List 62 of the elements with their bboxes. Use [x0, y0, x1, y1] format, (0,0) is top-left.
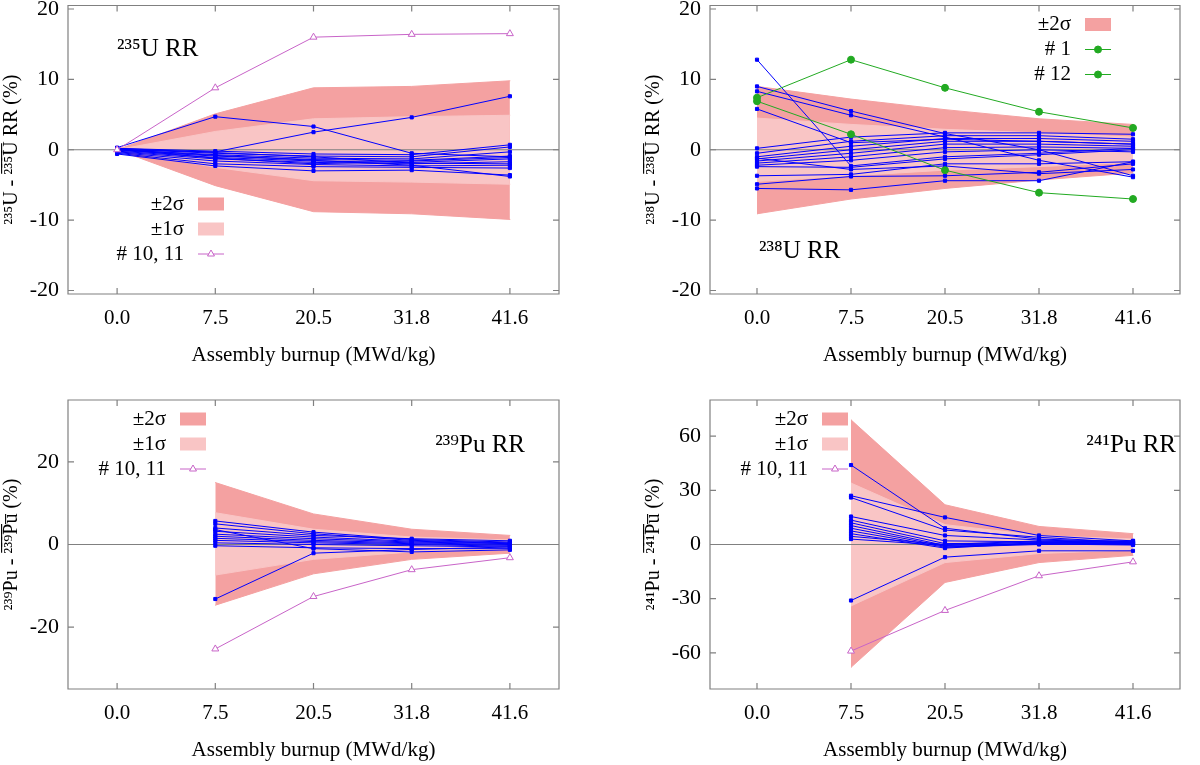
x-tick-label: 31.8 — [1020, 305, 1058, 330]
x-tick-label: 20.5 — [295, 700, 332, 725]
y-tick-label: 0 — [690, 135, 701, 161]
legend-label: ±2σ — [1037, 11, 1071, 36]
x-tick-label: 20.5 — [926, 700, 964, 725]
x-axis-title: Assembly burnup (MWd/kg) — [823, 736, 1067, 761]
legend-label: ±2σ — [774, 405, 808, 430]
y-tick-label: 0 — [48, 135, 59, 161]
y-axis-title: ²³⁹Pu - ²̅³̅⁹̅P̅u̅ (%) — [0, 478, 23, 611]
x-tick-label: 0.0 — [103, 305, 131, 330]
x-tick-label: 31.8 — [1020, 700, 1058, 725]
y-axis-title: ²³⁵U - ²̅³̅⁵̅U̅ RR (%) — [0, 74, 23, 225]
legend-label: ±1σ — [132, 430, 166, 455]
legend-label: # 10, 11 — [98, 455, 166, 480]
y-tick-label: 10 — [37, 65, 59, 91]
legend-label: # 10, 11 — [116, 240, 184, 265]
y-tick-label: 10 — [679, 65, 701, 91]
x-tick-label: 7.5 — [837, 700, 865, 725]
legend-label: ±1σ — [774, 430, 808, 455]
y-tick-label: -10 — [671, 205, 701, 231]
x-tick-label: 41.6 — [491, 700, 529, 725]
x-tick-label: 7.5 — [202, 700, 229, 725]
y-tick-label: -60 — [671, 638, 701, 664]
annotation: ²³⁹Pu RR — [435, 430, 526, 457]
x-tick-label: 41.6 — [1114, 700, 1152, 725]
y-tick-label: 20 — [37, 447, 59, 473]
legend-label: ±2σ — [150, 190, 184, 215]
x-axis-title: Assembly burnup (MWd/kg) — [191, 736, 436, 761]
x-tick-label: 41.6 — [1114, 305, 1152, 330]
y-tick-label: 0 — [690, 530, 701, 556]
x-tick-label: 31.8 — [393, 305, 431, 330]
y-axis-title: ²³⁸U - ²̅³̅⁸̅U̅ RR (%) — [641, 74, 665, 225]
legend-label: # 10, 11 — [740, 455, 808, 480]
y-tick-label: -10 — [29, 205, 59, 231]
x-tick-label: 31.8 — [393, 700, 431, 725]
x-axis-title: Assembly burnup (MWd/kg) — [191, 341, 436, 366]
x-tick-label: 0.0 — [743, 700, 771, 725]
legend-label: # 12 — [1034, 61, 1071, 86]
y-tick-label: 60 — [679, 421, 701, 447]
y-tick-label: -20 — [29, 612, 59, 638]
y-tick-label: 20 — [37, 0, 59, 20]
y-tick-label: 30 — [679, 476, 701, 502]
x-tick-label: 41.6 — [491, 305, 529, 330]
legend-label: ±2σ — [132, 405, 166, 430]
legend-label: ±1σ — [150, 215, 184, 240]
legend-label: # 1 — [1044, 36, 1071, 61]
x-tick-label: 0.0 — [103, 700, 131, 725]
y-tick-label: -20 — [29, 276, 59, 302]
annotation: ²³⁵U RR — [117, 33, 199, 61]
y-tick-label: -20 — [671, 276, 701, 302]
x-tick-label: 7.5 — [202, 305, 229, 330]
annotation: ²³⁸U RR — [759, 236, 841, 263]
x-tick-label: 20.5 — [295, 305, 332, 330]
x-tick-label: 7.5 — [837, 305, 865, 330]
x-tick-label: 20.5 — [926, 305, 964, 330]
y-tick-label: 0 — [48, 530, 59, 556]
y-tick-label: -30 — [671, 584, 701, 610]
y-tick-label: 20 — [679, 0, 701, 20]
x-tick-label: 0.0 — [743, 305, 771, 330]
y-axis-title: ²⁴¹Pu - ²̅⁴̅¹̅P̅u̅ (%) — [641, 478, 665, 611]
x-axis-title: Assembly burnup (MWd/kg) — [823, 341, 1067, 366]
annotation: ²⁴¹Pu RR — [1086, 430, 1177, 457]
